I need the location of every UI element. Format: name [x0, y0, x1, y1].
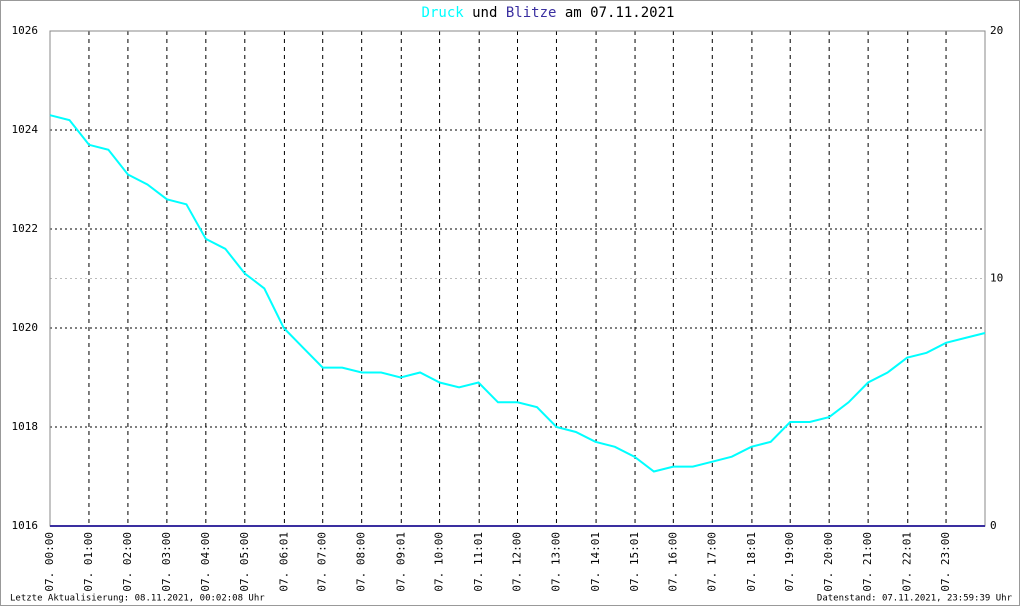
- x-tick-label: 07. 08:00: [355, 532, 368, 592]
- x-tick-label: 07. 09:01: [394, 532, 407, 592]
- x-tick-label: 07. 03:00: [160, 532, 173, 592]
- x-tick-label: 07. 01:00: [82, 532, 95, 592]
- y-tick-label: 1020: [12, 321, 39, 334]
- x-tick-label: 07. 22:01: [901, 532, 914, 592]
- footer-left: Letzte Aktualisierung: 08.11.2021, 00:02…: [10, 594, 265, 604]
- x-tick-label: 07. 04:00: [199, 532, 212, 592]
- x-tick-label: 07. 16:00: [666, 532, 679, 592]
- x-tick-label: 07. 00:00: [43, 532, 56, 592]
- x-tick-label: 07. 06:01: [277, 532, 290, 592]
- title-date: am 07.11.2021: [565, 5, 675, 21]
- x-tick-label: 07. 17:00: [705, 532, 718, 592]
- x-tick-label: 07. 14:01: [589, 532, 602, 592]
- y-tick-label: 1026: [12, 24, 39, 37]
- title-connector: und: [472, 5, 497, 21]
- x-tick-label: 07. 18:01: [745, 532, 758, 592]
- x-tick-label: 07. 07:00: [316, 532, 329, 592]
- title-series-1: Druck: [422, 5, 465, 21]
- x-tick-label: 07. 15:01: [628, 532, 641, 592]
- y2-tick-label: 0: [990, 519, 997, 532]
- y-tick-label: 1016: [12, 519, 39, 532]
- x-tick-label: 07. 11:01: [472, 532, 485, 592]
- x-tick-label: 07. 20:00: [822, 532, 835, 592]
- y-tick-label: 1018: [12, 420, 39, 433]
- x-tick-label: 07. 21:00: [861, 532, 874, 592]
- y-tick-label: 1024: [12, 123, 39, 136]
- x-tick-label: 07. 23:00: [939, 532, 952, 592]
- x-tick-label: 07. 10:00: [433, 532, 446, 592]
- x-tick-label: 07. 05:00: [238, 532, 251, 592]
- y-tick-label: 1022: [12, 222, 39, 235]
- series-line: [49, 114, 986, 473]
- x-tick-label: 07. 19:00: [783, 532, 796, 592]
- y2-tick-label: 20: [990, 24, 1003, 37]
- x-tick-label: 07. 02:00: [121, 532, 134, 592]
- title-series-2: Blitze: [506, 5, 557, 21]
- x-tick-label: 07. 12:00: [511, 532, 524, 592]
- x-tick-label: 07. 13:00: [549, 532, 562, 592]
- footer-right: Datenstand: 07.11.2021, 23:59:39 Uhr: [817, 594, 1013, 604]
- chart-title: Druck und Blitze am 07.11.2021: [422, 5, 675, 21]
- y2-tick-label: 10: [990, 272, 1003, 285]
